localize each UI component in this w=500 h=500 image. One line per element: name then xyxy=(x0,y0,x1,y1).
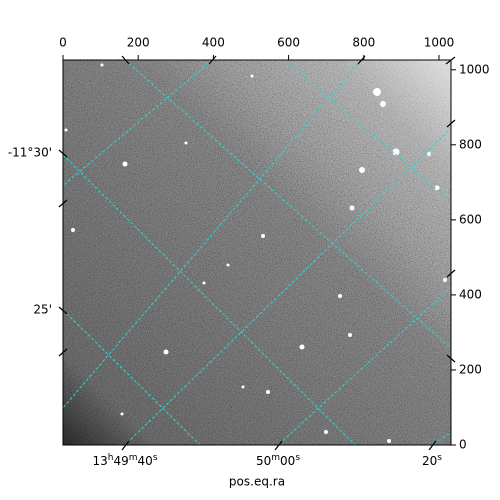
plot-frame xyxy=(62,59,452,446)
x-axis-label: pos.eq.ra xyxy=(229,475,285,489)
x-tick-label: 0 xyxy=(59,36,67,50)
y-tick-label: 0 xyxy=(459,438,467,452)
y-tick-label: 200 xyxy=(459,362,482,376)
x-tick-label: 600 xyxy=(277,36,300,50)
wcs-x-tick-label: 20s xyxy=(422,453,442,468)
y-tick-label: 1000 xyxy=(459,62,490,76)
sky-image xyxy=(63,60,451,445)
wcs-grid xyxy=(63,60,451,445)
wcs-x-tick-label: 50m00s xyxy=(256,453,300,468)
wcs-x-tick-label: 13h49m40s xyxy=(92,453,157,468)
x-tick-label: 200 xyxy=(127,36,150,50)
x-tick-label: 400 xyxy=(202,36,225,50)
y-tick-label: 600 xyxy=(459,212,482,226)
wcs-y-tick-label: 25' xyxy=(33,303,52,317)
y-tick-label: 400 xyxy=(459,287,482,301)
x-tick-label: 800 xyxy=(352,36,375,50)
y-tick-label: 800 xyxy=(459,137,482,151)
x-tick-label: 1000 xyxy=(424,36,455,50)
wcs-y-tick-label: -11°30' xyxy=(8,146,52,160)
